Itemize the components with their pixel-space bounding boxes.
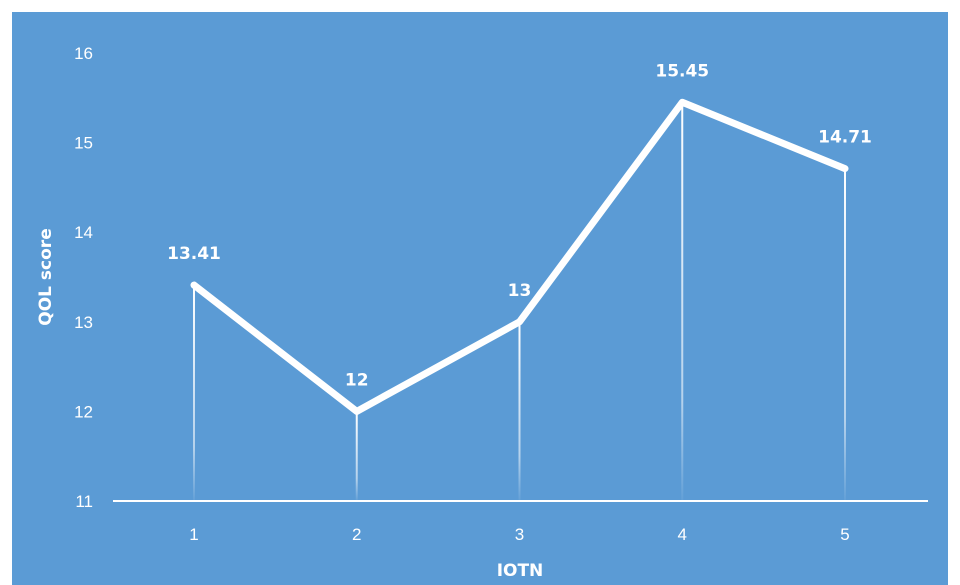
y-tick-label: 16 [74,44,93,63]
y-tick-label: 12 [74,402,93,421]
data-labels: 13.41 12 13 15.45 14.71 [167,61,872,390]
x-axis-title: IOTN [497,561,544,581]
data-label: 13 [508,281,532,301]
drop-line [681,102,684,501]
chart-area [12,12,948,585]
drop-lines [193,102,846,502]
x-tick-label: 4 [678,525,687,544]
drop-line [844,168,846,502]
data-label: 13.41 [167,244,221,264]
x-tick-label: 3 [515,525,524,544]
drop-line [518,321,521,501]
y-tick-label: 13 [74,313,93,332]
y-axis-ticks: 11 12 13 14 15 16 [74,44,93,511]
series-line [190,98,849,415]
data-label: 12 [345,370,369,390]
x-tick-label: 1 [189,525,198,544]
x-tick-label: 2 [352,525,361,544]
drop-line [193,285,195,501]
y-axis-title: QOL score [36,228,56,325]
y-tick-label: 14 [74,223,93,242]
x-tick-label: 5 [840,525,849,544]
data-label: 14.71 [818,128,872,148]
y-tick-label: 11 [75,492,93,511]
x-axis-ticks: 1 2 3 4 5 [189,525,849,544]
data-label: 15.45 [655,61,709,81]
drop-line [355,411,358,501]
y-tick-label: 15 [74,134,93,153]
